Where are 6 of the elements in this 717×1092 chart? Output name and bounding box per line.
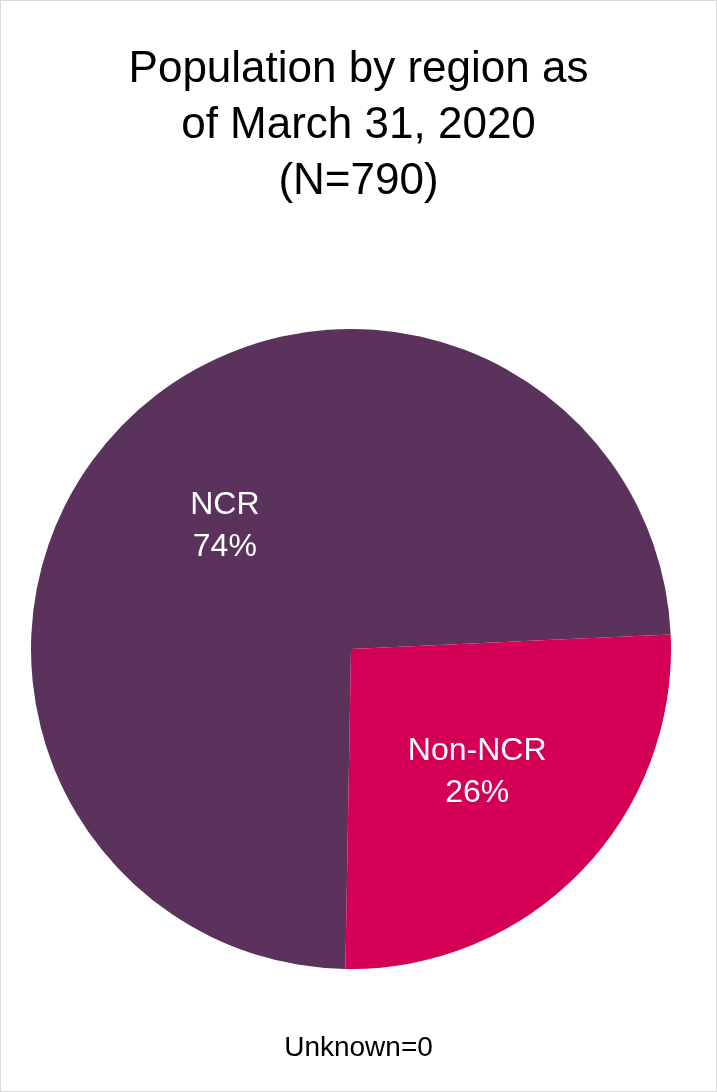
- slice-label: Non-NCR: [407, 730, 547, 767]
- chart-title: Population by region as of March 31, 2020 (N=790): [127, 41, 590, 205]
- text: Unknown=0: [283, 1031, 434, 1063]
- data-label: 26%: [445, 772, 510, 809]
- data-label: 74%: [192, 527, 257, 564]
- slice-label: NCR: [190, 485, 260, 522]
